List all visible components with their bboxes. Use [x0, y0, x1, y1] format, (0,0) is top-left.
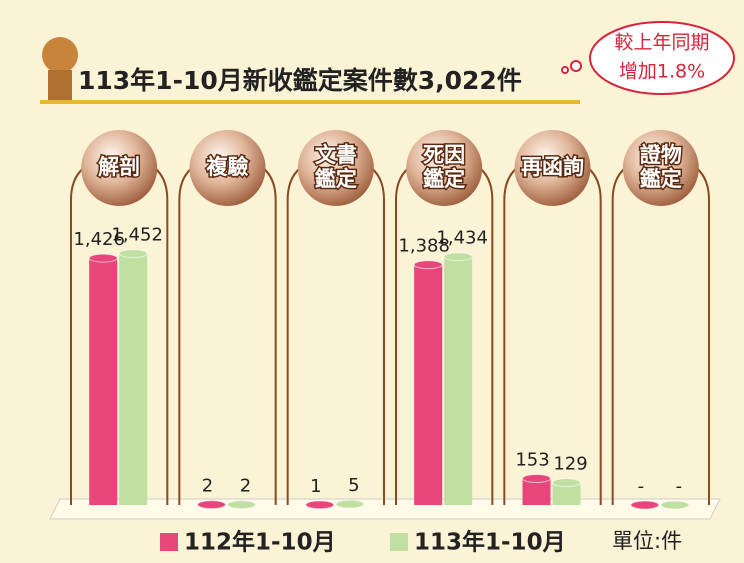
- value-label: 1,452: [111, 225, 163, 246]
- value-label: 2: [202, 476, 213, 497]
- bar: [336, 500, 364, 508]
- detective-body: [48, 70, 72, 100]
- x-tick-label: 文書: [315, 143, 357, 167]
- detective-icon: [42, 37, 78, 73]
- bar: [553, 479, 581, 505]
- bar-top: [523, 475, 551, 483]
- bar-body: [89, 258, 117, 505]
- value-label: 1,434: [436, 228, 488, 249]
- bar-body: [444, 257, 472, 505]
- callout-text: 增加1.8%: [619, 61, 705, 83]
- unit-label: 單位:件: [612, 529, 682, 553]
- bar: [661, 501, 689, 509]
- x-tick-label: 死因: [423, 143, 465, 167]
- callout-dot: [562, 67, 568, 73]
- bar: [444, 253, 472, 505]
- x-tick-label: 鑑定: [423, 167, 465, 191]
- bar-top: [631, 501, 659, 509]
- x-tick-label: 複驗: [206, 155, 249, 179]
- bar-top: [89, 254, 117, 262]
- value-label: 5: [348, 475, 359, 496]
- x-tick-label: 證物: [640, 143, 682, 167]
- bar: [119, 250, 147, 505]
- bar: [631, 501, 659, 509]
- callout-dot: [571, 61, 581, 71]
- value-label: 2: [240, 476, 251, 497]
- legend-label: 113年1-10月: [414, 529, 566, 556]
- bar-top: [228, 501, 256, 509]
- callout-text: 較上年同期: [614, 32, 709, 54]
- chart: 113年1-10月新收鑑定案件數3,022件 較上年同期 增加1.8% 單位:件…: [0, 0, 744, 563]
- title-underline: [40, 100, 580, 104]
- bar-top: [553, 479, 581, 487]
- bar-top: [336, 500, 364, 508]
- legend-swatch: [390, 533, 408, 551]
- value-label: -: [676, 476, 683, 497]
- bar-top: [198, 501, 226, 509]
- bar: [89, 254, 117, 505]
- x-tick-label: 鑑定: [640, 167, 682, 191]
- bar-body: [119, 254, 147, 505]
- x-tick-label: 再函詢: [521, 155, 584, 179]
- bar-top: [414, 261, 442, 269]
- bar-top: [661, 501, 689, 509]
- page: 113年1-10月新收鑑定案件數3,022件 較上年同期 增加1.8% 單位:件…: [0, 0, 744, 563]
- bar: [228, 501, 256, 509]
- bar-top: [444, 253, 472, 261]
- bar: [306, 501, 334, 509]
- value-label: 153: [515, 450, 549, 471]
- bar: [523, 475, 551, 505]
- bar-body: [414, 265, 442, 505]
- x-tick-label: 解剖: [98, 155, 140, 179]
- bar-top: [306, 501, 334, 509]
- x-tick-label: 鑑定: [315, 167, 357, 191]
- bar: [198, 501, 226, 509]
- legend-label: 112年1-10月: [184, 529, 336, 556]
- value-label: 129: [553, 454, 587, 475]
- value-label: 1: [310, 476, 321, 497]
- bar-top: [119, 250, 147, 258]
- chart-title: 113年1-10月新收鑑定案件數3,022件: [78, 66, 522, 95]
- bar: [414, 261, 442, 505]
- value-label: -: [638, 476, 645, 497]
- legend-swatch: [160, 533, 178, 551]
